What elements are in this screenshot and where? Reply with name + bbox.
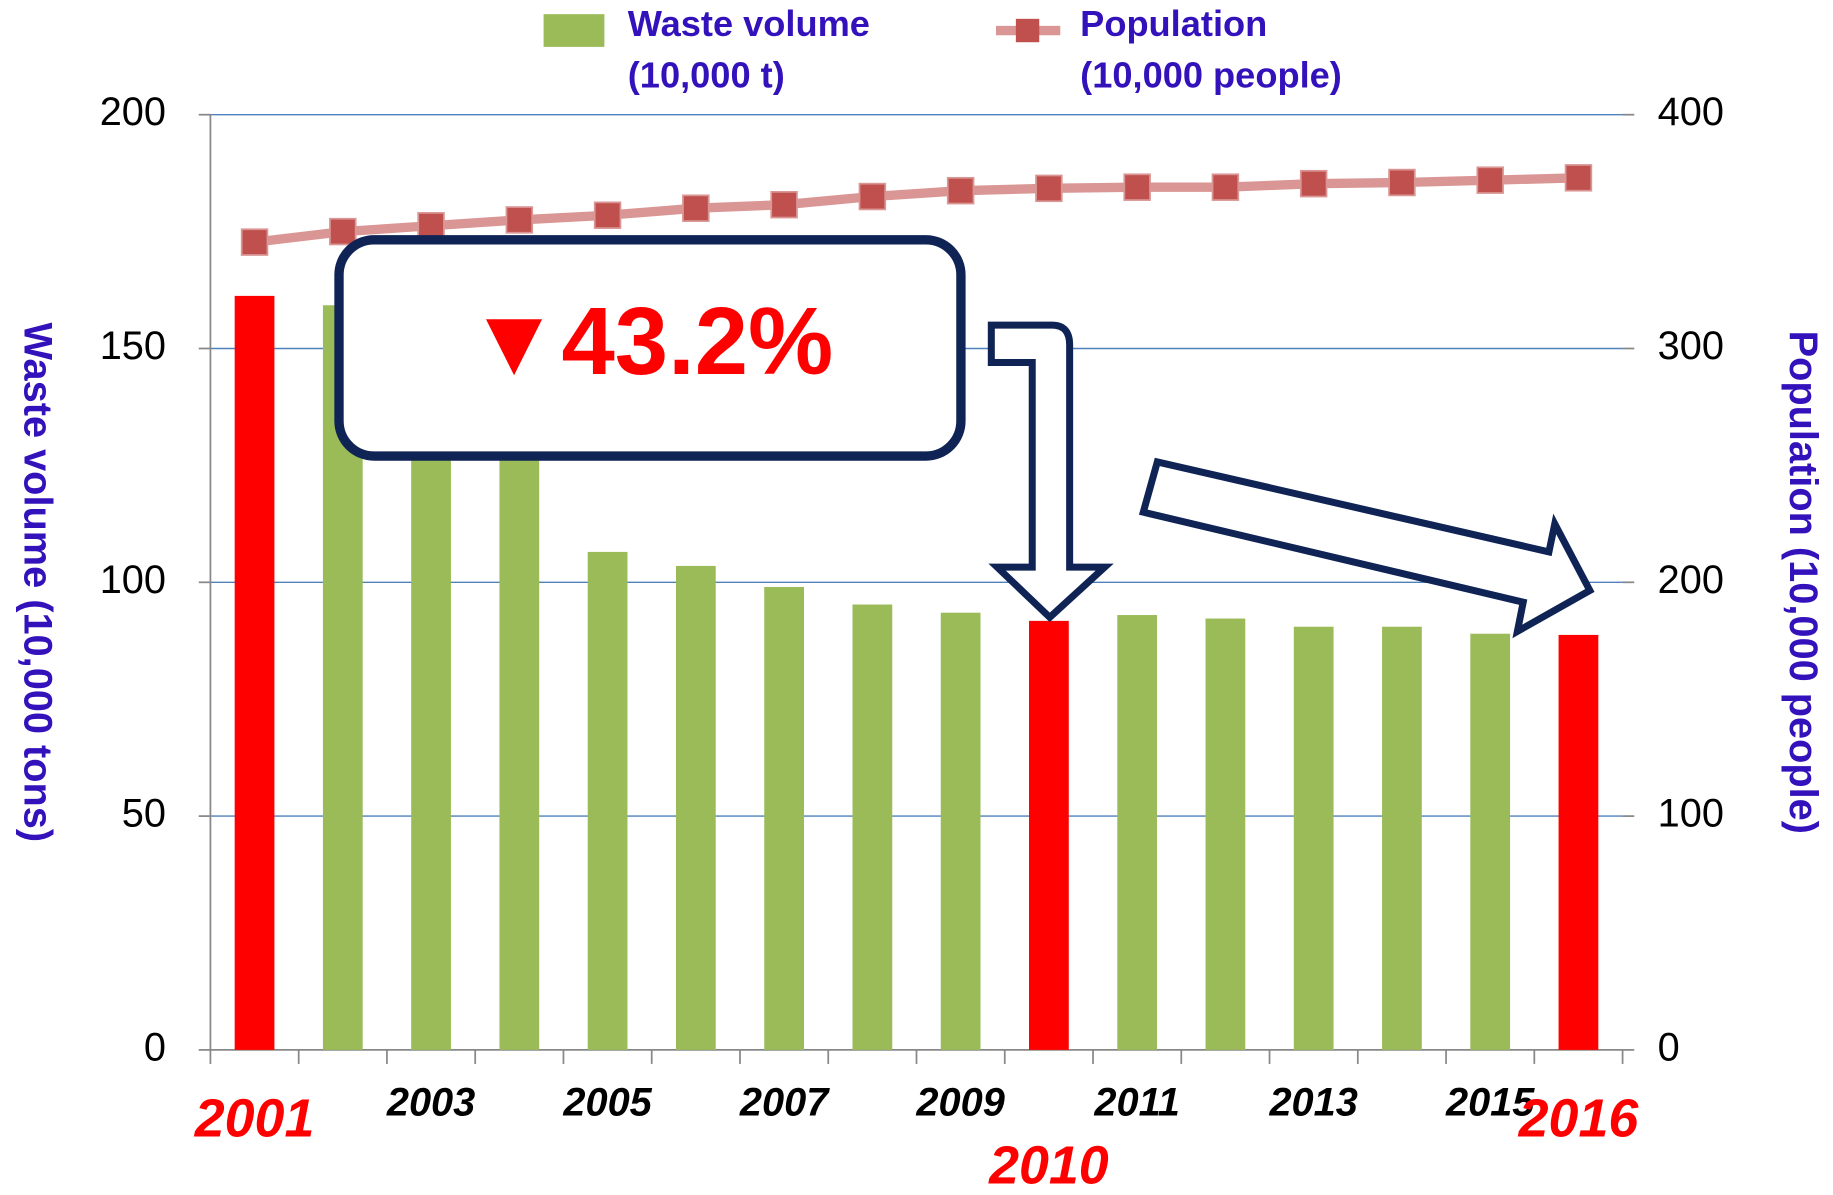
y-tick-label: 100: [100, 558, 166, 602]
x-tick-label: 2015: [1445, 1080, 1535, 1124]
x-tick-label: 2003: [386, 1080, 475, 1124]
marker: [946, 176, 975, 205]
marker: [858, 182, 887, 211]
bar: [1470, 633, 1511, 1050]
bar: [411, 371, 451, 1050]
line: [253, 173, 1579, 247]
bar: [852, 604, 893, 1050]
marker: [770, 190, 798, 219]
bar: [1293, 626, 1334, 1050]
marker: [417, 212, 445, 240]
bar: [1382, 626, 1422, 1050]
marker: [1388, 168, 1416, 197]
y2-axis-label: Population (10,000 people): [1781, 331, 1825, 834]
x-tick-label: 2005: [562, 1080, 652, 1124]
marker: [1035, 174, 1063, 203]
y-tick-label: 200: [100, 90, 166, 134]
marker: [1299, 169, 1328, 198]
marker: [682, 194, 710, 222]
bar: [675, 565, 716, 1050]
marker: [1123, 173, 1151, 201]
y-tick-label: 0: [144, 1025, 166, 1069]
y2-tick-label: 0: [1658, 1025, 1680, 1069]
annotation-group: ▼43.2%: [334, 235, 1595, 639]
marker: [593, 201, 622, 229]
bar: [1205, 618, 1246, 1050]
bar: [587, 551, 628, 1050]
arrow-down: [987, 321, 1114, 623]
legend-label: Population (10,000 people): [1080, 2, 1342, 94]
y2-tick-label: 300: [1658, 324, 1724, 368]
x-tick-label: 2016: [1518, 1089, 1640, 1149]
x-tick-label: 2007: [739, 1080, 830, 1124]
bar: [940, 612, 981, 1050]
legend: Waste volume (10,000 t) Population (10,000 …: [543, 2, 1342, 95]
x-tick-label: 2010: [988, 1135, 1109, 1195]
y2-tick-label: 200: [1658, 558, 1724, 602]
x-tick-label: 2009: [915, 1080, 1004, 1124]
y-axis-label: Waste volume (10,000 tons): [16, 322, 60, 842]
marker: [1476, 166, 1504, 194]
bar: [499, 418, 540, 1050]
x-tick-label: 2001: [194, 1089, 315, 1149]
marker: [329, 217, 357, 246]
y-tick-label: 150: [100, 324, 166, 368]
marker: [1564, 164, 1593, 192]
marker: [240, 228, 269, 256]
bar: [234, 295, 275, 1050]
y2-tick-label: 400: [1658, 90, 1724, 134]
legend-swatch: [1015, 18, 1040, 43]
marker: [1211, 173, 1240, 201]
x-tick-label: 2013: [1268, 1080, 1357, 1124]
annotation: ▼43.2%: [467, 288, 834, 395]
x-tick-label: 2011: [1093, 1080, 1179, 1124]
plot-area: 0 50 100 150 200 0 100 200 300 400 2001 2003 2005 200…: [100, 90, 1724, 1195]
bar: [764, 586, 804, 1050]
arrow-right: [1138, 457, 1595, 639]
legend-label: Waste volume (10,000 t): [628, 2, 870, 94]
bar: [1029, 620, 1069, 1050]
y2-tick-label: 100: [1658, 792, 1724, 836]
bar: [1117, 615, 1158, 1050]
callout-box: [334, 235, 966, 461]
y-tick-label: 50: [122, 792, 166, 836]
legend-swatch: [543, 14, 605, 47]
marker: [505, 206, 534, 234]
bar: [1558, 634, 1599, 1050]
